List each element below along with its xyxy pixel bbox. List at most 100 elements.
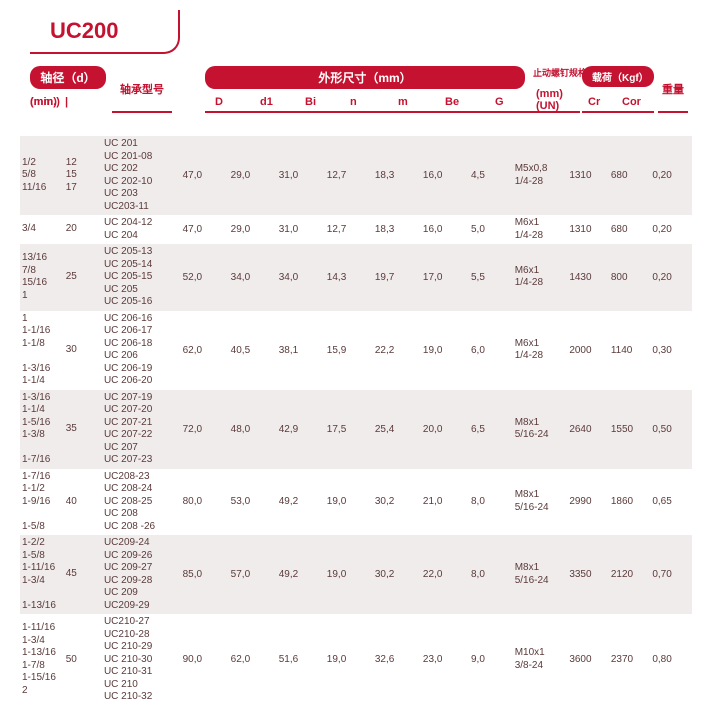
cell: 47,0	[181, 215, 229, 244]
hdr-model: 轴承型号	[120, 81, 164, 97]
cell: 680	[609, 136, 651, 215]
hdr-Cr: Cr	[588, 96, 600, 108]
cell: 62,0	[229, 614, 277, 706]
cell: 19,0	[325, 469, 373, 536]
cell: 40	[64, 469, 102, 536]
cell: 1-3/161-1/41-5/161-3/8 1-7/16	[20, 390, 64, 469]
cell: 85,0	[181, 535, 229, 614]
cell: 42,9	[277, 390, 325, 469]
cell: M6x11/4-28	[513, 311, 568, 390]
cell: 30,2	[373, 535, 421, 614]
cell: 52,0	[181, 244, 229, 311]
cell: 29,0	[229, 136, 277, 215]
cell: 16,0	[421, 215, 469, 244]
table-row: 1-7/161-1/21-9/16 1-5/840UC208-23UC 208-…	[20, 469, 692, 536]
cell: 19,0	[421, 311, 469, 390]
cell: 72,0	[181, 390, 229, 469]
cell: 800	[609, 244, 651, 311]
cell: 25	[64, 244, 102, 311]
hdr-Bi: Bi	[305, 96, 316, 108]
cell: 8,0	[469, 535, 513, 614]
cell: 47,0	[181, 136, 229, 215]
cell: M10x13/8-24	[513, 614, 568, 706]
cell: 2370	[609, 614, 651, 706]
cell: 22,0	[421, 535, 469, 614]
cell: 5,5	[469, 244, 513, 311]
cell: 0,65	[650, 469, 692, 536]
cell: 49,2	[277, 469, 325, 536]
cell: 0,80	[650, 614, 692, 706]
cell: 30	[64, 311, 102, 390]
cell: 18,3	[373, 136, 421, 215]
cell: 19,0	[325, 535, 373, 614]
cell: 19,7	[373, 244, 421, 311]
cell: 80,0	[181, 469, 229, 536]
cell: 19,0	[325, 614, 373, 706]
cell: 0,50	[650, 390, 692, 469]
table-row: 1/25/811/16121517UC 201UC 201-08UC 202UC…	[20, 136, 692, 215]
cell: 31,0	[277, 136, 325, 215]
data-table: 1/25/811/16121517UC 201UC 201-08UC 202UC…	[20, 136, 692, 706]
hdr-mm: (mm)	[30, 96, 57, 108]
cell: 48,0	[229, 390, 277, 469]
cell: 3600	[567, 614, 609, 706]
hdr-outer-dim: 外形尺寸（mm）	[205, 66, 525, 89]
cell: 1310	[567, 136, 609, 215]
cell: 12,7	[325, 136, 373, 215]
cell: UC 204-12UC 204	[102, 215, 181, 244]
cell: 0,70	[650, 535, 692, 614]
cell: 49,2	[277, 535, 325, 614]
cell: 15,9	[325, 311, 373, 390]
cell: 6,0	[469, 311, 513, 390]
cell: M8x15/16-24	[513, 535, 568, 614]
hdr-screw: 止动螺钉规格	[533, 66, 587, 79]
cell: 121517	[64, 136, 102, 215]
cell: 8,0	[469, 469, 513, 536]
cell: 62,0	[181, 311, 229, 390]
hdr-screw-mm: (mm)	[536, 88, 563, 100]
cell: 3/4	[20, 215, 64, 244]
cell: 1-11/161-3/41-13/161-7/81-15/162	[20, 614, 64, 706]
table-row: 1-2/21-5/81-11/161-3/4 1-13/1645UC209-24…	[20, 535, 692, 614]
table-header: 轴径（d） (min.) | (mm) 轴承型号 外形尺寸（mm） D d1 B…	[30, 66, 702, 126]
table-row: 1-11/161-3/41-13/161-7/81-15/16250UC210-…	[20, 614, 692, 706]
cell: 6,5	[469, 390, 513, 469]
hdr-shaft-d: 轴径（d）	[30, 66, 106, 89]
cell: UC 205-13UC 205-14UC 205-15UC 205UC 205-…	[102, 244, 181, 311]
cell: 1140	[609, 311, 651, 390]
cell: 3350	[567, 535, 609, 614]
cell: 2990	[567, 469, 609, 536]
cell: 4,5	[469, 136, 513, 215]
cell: 32,6	[373, 614, 421, 706]
hdr-weight: 重量	[662, 81, 684, 97]
cell: 11-1/161-1/8 1-3/161-1/4	[20, 311, 64, 390]
cell: 1550	[609, 390, 651, 469]
table-row: 13/167/815/16125UC 205-13UC 205-14UC 205…	[20, 244, 692, 311]
table-row: 3/420UC 204-12UC 20447,029,031,012,718,3…	[20, 215, 692, 244]
cell: 25,4	[373, 390, 421, 469]
hdr-D: D	[215, 96, 223, 108]
cell: 50	[64, 614, 102, 706]
cell: 0,20	[650, 215, 692, 244]
hdr-Cor: Cor	[622, 96, 641, 108]
cell: 90,0	[181, 614, 229, 706]
page-title: UC200	[50, 18, 118, 43]
hdr-d1: d1	[260, 96, 273, 108]
cell: 1310	[567, 215, 609, 244]
cell: 2000	[567, 311, 609, 390]
cell: M6x11/4-28	[513, 215, 568, 244]
cell: 30,2	[373, 469, 421, 536]
cell: 57,0	[229, 535, 277, 614]
table-row: 11-1/161-1/8 1-3/161-1/430UC 206-16UC 20…	[20, 311, 692, 390]
cell: 18,3	[373, 215, 421, 244]
hdr-load: 载荷（Kgf）	[582, 66, 654, 87]
cell: 680	[609, 215, 651, 244]
cell: 45	[64, 535, 102, 614]
cell: M8x15/16-24	[513, 469, 568, 536]
cell: 1-2/21-5/81-11/161-3/4 1-13/16	[20, 535, 64, 614]
cell: 0,20	[650, 244, 692, 311]
cell: 20,0	[421, 390, 469, 469]
cell: 53,0	[229, 469, 277, 536]
table-row: 1-3/161-1/41-5/161-3/8 1-7/1635UC 207-19…	[20, 390, 692, 469]
cell: 38,1	[277, 311, 325, 390]
